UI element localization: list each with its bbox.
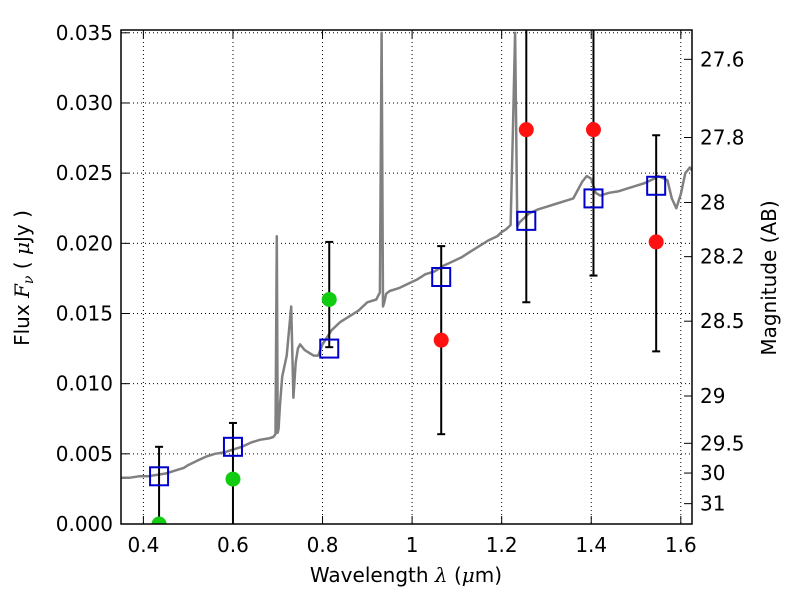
plot-frame (120, 29, 693, 525)
x-axis-label: Wavelength λ (μm) (310, 563, 502, 587)
x-tick-label: 1.4 (575, 533, 607, 557)
x-tick-label: 1 (406, 533, 419, 557)
data-point-square (583, 188, 604, 209)
data-point-square (516, 210, 537, 231)
y-tick-label: 0.005 (56, 442, 113, 466)
data-point-circle (225, 471, 241, 487)
y-tick-label: 0.020 (56, 231, 113, 255)
x-tick-label: 1.2 (486, 533, 518, 557)
y-axis-label: Flux Fν ( μJy ) (10, 210, 37, 346)
y-tick-label: 0.025 (56, 161, 113, 185)
data-point-square (222, 436, 243, 457)
x-tick-label: 1.6 (665, 533, 697, 557)
data-point-circle (648, 234, 664, 250)
x-tick-label: 0.4 (127, 533, 159, 557)
right-tick-label: 29.5 (700, 431, 745, 455)
y-tick-label: 0.015 (56, 301, 113, 325)
tick-labels: 0.4 0.6 0.8 1 1.2 1.4 1.6 0.000 0.005 0.010 0.015 0… (56, 21, 745, 557)
data-point-square (431, 267, 452, 287)
tick-marks (121, 30, 692, 525)
right-axis-label: Magnitude (AB) (757, 200, 781, 355)
right-tick-label: 28.5 (700, 309, 745, 333)
y-tick-label: 0.000 (56, 512, 113, 536)
data-point-square (646, 175, 667, 196)
data-point-circle (151, 516, 167, 524)
data-point-circle (433, 332, 449, 348)
grid-lines (121, 30, 692, 525)
data-point-circle (585, 122, 601, 138)
right-tick-label: 28 (700, 190, 725, 214)
right-tick-label: 27.8 (700, 126, 745, 150)
data-point-square (149, 466, 170, 487)
data-point-circle (321, 291, 337, 307)
y-tick-label: 0.030 (56, 91, 113, 115)
right-tick-label: 27.6 (700, 47, 745, 71)
plot-area (121, 30, 692, 524)
y-tick-label: 0.035 (56, 21, 113, 45)
x-tick-label: 0.6 (217, 533, 249, 557)
y-tick-label: 0.010 (56, 372, 113, 396)
right-tick-label: 29 (700, 384, 725, 408)
x-tick-label: 0.8 (307, 533, 339, 557)
right-tick-label: 28.2 (700, 245, 745, 269)
right-tick-label: 30 (700, 461, 725, 485)
spectrum-line (121, 31, 692, 479)
data-point-square (319, 338, 340, 359)
right-tick-label: 31 (700, 492, 725, 516)
data-point-circle (518, 122, 534, 138)
